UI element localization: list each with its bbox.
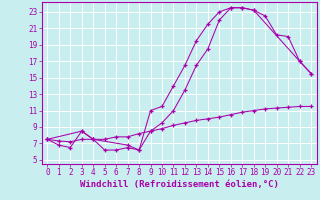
X-axis label: Windchill (Refroidissement éolien,°C): Windchill (Refroidissement éolien,°C): [80, 180, 279, 189]
